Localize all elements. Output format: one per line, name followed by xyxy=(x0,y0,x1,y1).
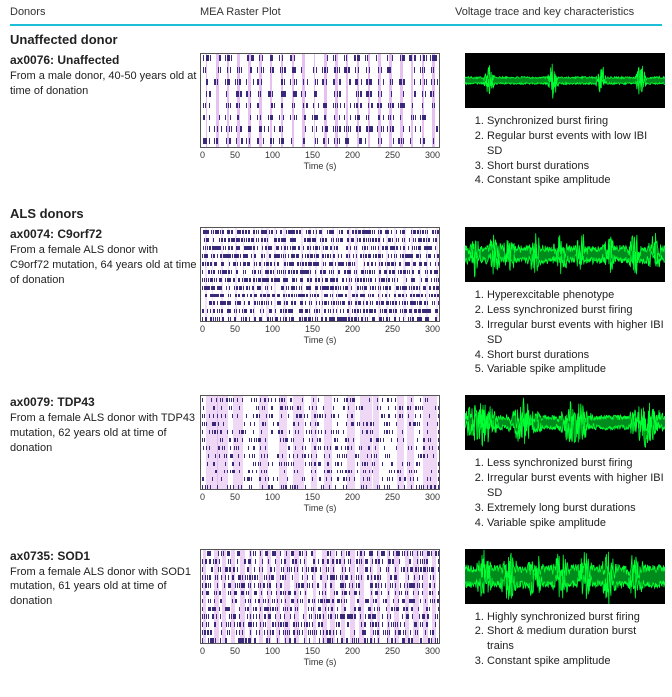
voltage-trace xyxy=(465,395,665,450)
donor-title: ax0076: Unaffected xyxy=(10,53,200,67)
x-axis-label: Time (s) xyxy=(200,503,440,513)
characteristic-item: Irregular burst events with higher IBI S… xyxy=(487,471,665,501)
donor-description: From a female ALS donor with C9orf72 mut… xyxy=(10,243,200,288)
raster-plot xyxy=(200,549,440,644)
header-raster: MEA Raster Plot xyxy=(200,6,455,18)
characteristics-list: Highly synchronized burst firingShort & … xyxy=(465,610,665,669)
donor-description: From a female ALS donor with SOD1 mutati… xyxy=(10,565,200,610)
raster-plot xyxy=(200,53,440,148)
donor-row: ax0076: Unaffected From a male donor, 40-… xyxy=(10,53,662,188)
section-title: Unaffected donor xyxy=(10,32,662,47)
donor-description: From a female ALS donor with TDP43 mutat… xyxy=(10,411,200,456)
donor-title: ax0079: TDP43 xyxy=(10,395,200,409)
section-title: ALS donors xyxy=(10,206,662,221)
x-axis-label: Time (s) xyxy=(200,161,440,171)
characteristic-item: Extremely long burst durations xyxy=(487,501,665,516)
voltage-trace xyxy=(465,53,665,108)
divider xyxy=(10,24,662,26)
characteristic-item: Highly synchronized burst firing xyxy=(487,610,665,625)
donor-row: ax0074: C9orf72 From a female ALS donor w… xyxy=(10,227,662,377)
donor-title: ax0735: SOD1 xyxy=(10,549,200,563)
x-axis-label: Time (s) xyxy=(200,335,440,345)
x-axis-ticks: 050100150200250300 xyxy=(200,150,440,160)
characteristic-item: Variable spike amplitude xyxy=(487,516,665,531)
table-header: Donors MEA Raster Plot Voltage trace and… xyxy=(10,6,662,22)
characteristic-item: Less synchronized burst firing xyxy=(487,456,665,471)
header-voltage: Voltage trace and key characteristics xyxy=(455,6,662,18)
characteristics-list: Synchronized burst firingRegular burst e… xyxy=(465,114,665,188)
x-axis-ticks: 050100150200250300 xyxy=(200,324,440,334)
characteristic-item: Short burst durations xyxy=(487,159,665,174)
characteristic-item: Irregular burst events with higher IBI S… xyxy=(487,318,665,348)
voltage-trace xyxy=(465,549,665,604)
characteristic-item: Hyperexcitable phenotype xyxy=(487,288,665,303)
x-axis-ticks: 050100150200250300 xyxy=(200,646,440,656)
raster-plot xyxy=(200,227,440,322)
characteristics-list: Less synchronized burst firingIrregular … xyxy=(465,456,665,530)
characteristic-item: Constant spike amplitude xyxy=(487,654,665,669)
x-axis-label: Time (s) xyxy=(200,657,440,667)
header-donors: Donors xyxy=(10,6,200,18)
characteristic-item: Short & medium duration burst trains xyxy=(487,624,665,654)
donor-title: ax0074: C9orf72 xyxy=(10,227,200,241)
characteristic-item: Less synchronized burst firing xyxy=(487,303,665,318)
characteristic-item: Regular burst events with low IBI SD xyxy=(487,129,665,159)
raster-plot xyxy=(200,395,440,490)
characteristic-item: Variable spike amplitude xyxy=(487,362,665,377)
voltage-trace xyxy=(465,227,665,282)
donor-row: ax0079: TDP43 From a female ALS donor wit… xyxy=(10,395,662,530)
characteristic-item: Synchronized burst firing xyxy=(487,114,665,129)
characteristic-item: Short burst durations xyxy=(487,348,665,363)
donor-description: From a male donor, 40-50 years old at ti… xyxy=(10,69,200,99)
characteristic-item: Constant spike amplitude xyxy=(487,173,665,188)
x-axis-ticks: 050100150200250300 xyxy=(200,492,440,502)
donor-row: ax0735: SOD1 From a female ALS donor with… xyxy=(10,549,662,669)
characteristics-list: Hyperexcitable phenotypeLess synchronize… xyxy=(465,288,665,377)
